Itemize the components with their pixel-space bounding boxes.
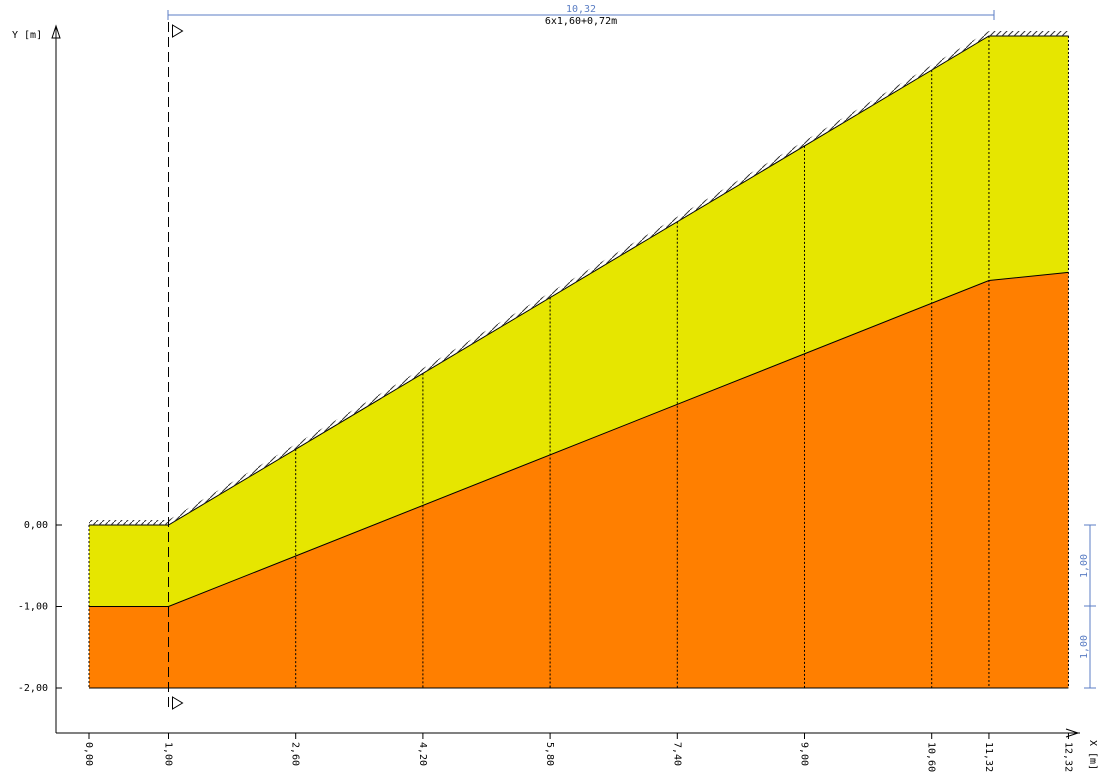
- surface-hatch: [89, 520, 169, 525]
- right-dimension-upper: 1,00: [1079, 554, 1090, 578]
- surface-hatch: [988, 31, 1069, 36]
- cut-marker-bottom-icon: [172, 696, 184, 710]
- y-tick-label: -2,00: [18, 683, 48, 694]
- x-axis-label: X [m]: [1087, 740, 1098, 770]
- top-dimension-total: 10,32: [566, 4, 596, 15]
- layer-interface-line: [89, 271, 1069, 607]
- x-tick-label: 2,60: [290, 742, 301, 766]
- upper-soil-layer: [89, 36, 1069, 607]
- y-axis-arrow-icon: [51, 24, 61, 39]
- x-tick-label: 11,32: [983, 742, 994, 772]
- right-dimension-lower: 1,00: [1079, 635, 1090, 659]
- x-tick-label: 7,40: [671, 742, 682, 766]
- y-tick-label: 0,00: [24, 520, 48, 531]
- x-axis-arrow-icon: [1065, 728, 1080, 738]
- cut-marker-top-icon: [172, 24, 184, 38]
- y-axis-label: Y [m]: [12, 30, 42, 41]
- x-tick-label: 5,80: [544, 742, 555, 766]
- x-tick-label: 4,20: [417, 742, 428, 766]
- x-tick-label: 0,00: [83, 742, 94, 766]
- x-tick-label: 1,00: [163, 742, 174, 766]
- y-tick-label: -1,00: [18, 602, 48, 613]
- x-tick-label: 9,00: [799, 742, 810, 766]
- top-dimension-formula: 6x1,60+0,72m: [545, 16, 617, 27]
- lower-soil-layer: [89, 272, 1069, 688]
- x-tick-label: 10,60: [926, 742, 937, 772]
- surface-hatch: [168, 31, 989, 525]
- x-tick-label: 12,32: [1062, 742, 1073, 772]
